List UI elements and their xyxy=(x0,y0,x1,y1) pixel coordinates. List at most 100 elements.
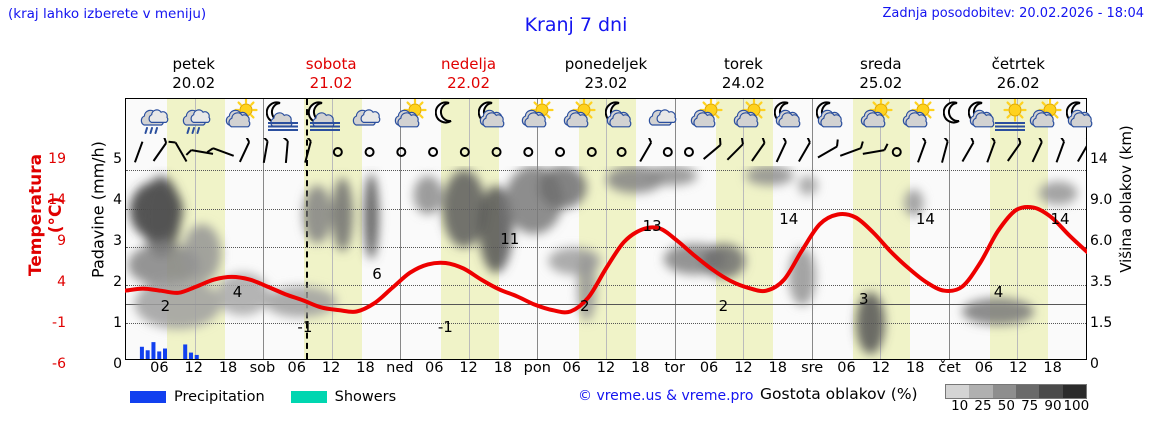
wind-barb-3 xyxy=(185,149,193,156)
temp-label-4: -1 xyxy=(437,317,453,336)
cloud-height-axis-ticks: 14 9.0 6.0 3.5 1.5 0 xyxy=(1090,151,1132,372)
cloud-tick-4: 1.5 xyxy=(1090,315,1113,331)
day-header-0: petek 20.02 xyxy=(125,55,262,97)
cloud-blob-1 xyxy=(142,175,181,258)
cloud-blob-24 xyxy=(856,292,885,355)
x-tick-8: 06 xyxy=(424,360,444,376)
wind-shaft-35 xyxy=(1006,142,1022,162)
wind-shaft-7 xyxy=(284,140,289,164)
temperature-curve xyxy=(125,204,1087,315)
cloud-blob-18 xyxy=(644,166,698,186)
cloud-tick-3: 3.5 xyxy=(1090,274,1113,290)
sun-cloud-icon xyxy=(521,99,554,128)
sun-cloud-icon xyxy=(733,99,766,128)
cloud-blob-layer xyxy=(127,166,1078,355)
wind-shaft-19 xyxy=(639,141,653,163)
moon-cloud-icon xyxy=(604,101,631,128)
wind-barb-19 xyxy=(647,135,653,143)
day-name: nedelja xyxy=(441,55,497,73)
cloud-rain-icon xyxy=(140,109,169,134)
x-tick-23: čet xyxy=(938,360,961,376)
wind-shaft-8 xyxy=(304,141,312,163)
temp-tick-1: 14 xyxy=(48,192,66,208)
time-axis-labels: 06 12 18 sob 06 12 18 ned 06 12 18 pon 06 12 18 tor 06 12… xyxy=(125,360,1087,382)
day-name: petek xyxy=(172,55,215,73)
wind-calm-16 xyxy=(555,147,566,157)
temp-label-1: 4 xyxy=(232,282,243,301)
density-step-2 xyxy=(992,385,1016,398)
sun-cloud-icon xyxy=(860,99,893,128)
wind-calm-10 xyxy=(364,147,375,157)
wind-shaft-4 xyxy=(212,147,235,157)
location-hint: (kraj lahko izberete v meniju) xyxy=(8,6,207,22)
x-tick-17: 12 xyxy=(734,360,753,376)
temp-label-3: 6 xyxy=(372,265,382,283)
temp-tick-2: 9 xyxy=(57,233,66,249)
x-tick-21: 12 xyxy=(871,360,891,376)
wind-shaft-33 xyxy=(961,141,975,163)
x-tick-1: 12 xyxy=(184,360,203,376)
cloud-tick-5: 0 xyxy=(1090,356,1099,372)
wind-calm-14 xyxy=(491,147,502,157)
density-step-4 xyxy=(1039,385,1063,398)
precipitation-label: Precipitation xyxy=(174,389,265,405)
day-header-5: sreda 25.02 xyxy=(812,55,949,97)
wind-barb-36 xyxy=(1037,135,1043,143)
cloud-blob-23 xyxy=(798,175,818,196)
precip-bar-5 xyxy=(183,344,188,359)
cloud-blob-11 xyxy=(442,169,486,248)
precipitation-swatch xyxy=(130,391,166,403)
sun-cloud-icon xyxy=(902,99,935,128)
day-divider-4 xyxy=(674,99,676,359)
wind-shaft-28 xyxy=(839,147,862,157)
temp-label-5: 11 xyxy=(500,230,520,249)
cloud-blob-21 xyxy=(745,166,794,186)
cloud-rain-icon xyxy=(183,109,211,134)
cloud-icon xyxy=(648,109,677,126)
cloud-tick-0: 14 xyxy=(1090,151,1108,167)
wind-barb-33 xyxy=(969,135,975,143)
temperature-line xyxy=(125,204,1087,315)
h-gridline-3 xyxy=(126,285,1086,287)
day-name: sobota xyxy=(305,55,357,73)
prec-tick-4: 1 xyxy=(113,315,122,331)
halfday-line-5 xyxy=(880,99,882,359)
day-date: 23.02 xyxy=(584,73,628,92)
precip-bar-7 xyxy=(194,354,199,359)
wind-shaft-6 xyxy=(262,140,269,164)
day-date: 26.02 xyxy=(996,73,1040,92)
density-step-3 xyxy=(1015,385,1040,398)
temp-label-13: 14 xyxy=(1050,209,1070,228)
day-divider-5 xyxy=(811,99,813,359)
temp-label-9: 14 xyxy=(779,209,799,228)
showers-swatch xyxy=(290,391,327,403)
day-divider-2 xyxy=(400,99,402,359)
wind-shaft-38 xyxy=(1077,141,1090,163)
prec-tick-2: 3 xyxy=(113,233,122,249)
legend: Precipitation Showers xyxy=(130,386,422,408)
x-tick-24: 06 xyxy=(974,360,994,376)
cloud-tick-2: 6.0 xyxy=(1090,233,1113,249)
wind-barb-38 xyxy=(1085,135,1090,143)
wind-calm-21 xyxy=(683,147,694,157)
x-tick-5: 12 xyxy=(321,360,341,376)
wind-calm-17 xyxy=(586,147,597,157)
temp-label-6: 2 xyxy=(580,296,590,315)
wind-shaft-29 xyxy=(862,149,885,155)
cloud-tick-1: 9.0 xyxy=(1090,192,1113,208)
temp-tick-0: 19 xyxy=(48,151,66,167)
temp-label-2: -1 xyxy=(297,317,313,336)
wind-barb-34 xyxy=(990,135,996,143)
x-tick-11: pon xyxy=(523,360,551,376)
wind-barb-1 xyxy=(162,136,168,144)
x-tick-20: 06 xyxy=(837,360,856,376)
precipitation-bars xyxy=(139,342,199,359)
h-gridline-4 xyxy=(126,323,1086,324)
temp-tick-4: -1 xyxy=(52,315,66,331)
copyright-link[interactable]: © vreme.us & vreme.pro xyxy=(578,388,754,404)
x-tick-3: sob xyxy=(249,360,276,376)
wind-shaft-1 xyxy=(152,142,167,162)
precipitation-axis-ticks: 5 4 3 2 1 0 xyxy=(100,151,122,372)
wind-barb-28 xyxy=(859,141,864,149)
day-name: ponedeljek xyxy=(564,55,648,73)
